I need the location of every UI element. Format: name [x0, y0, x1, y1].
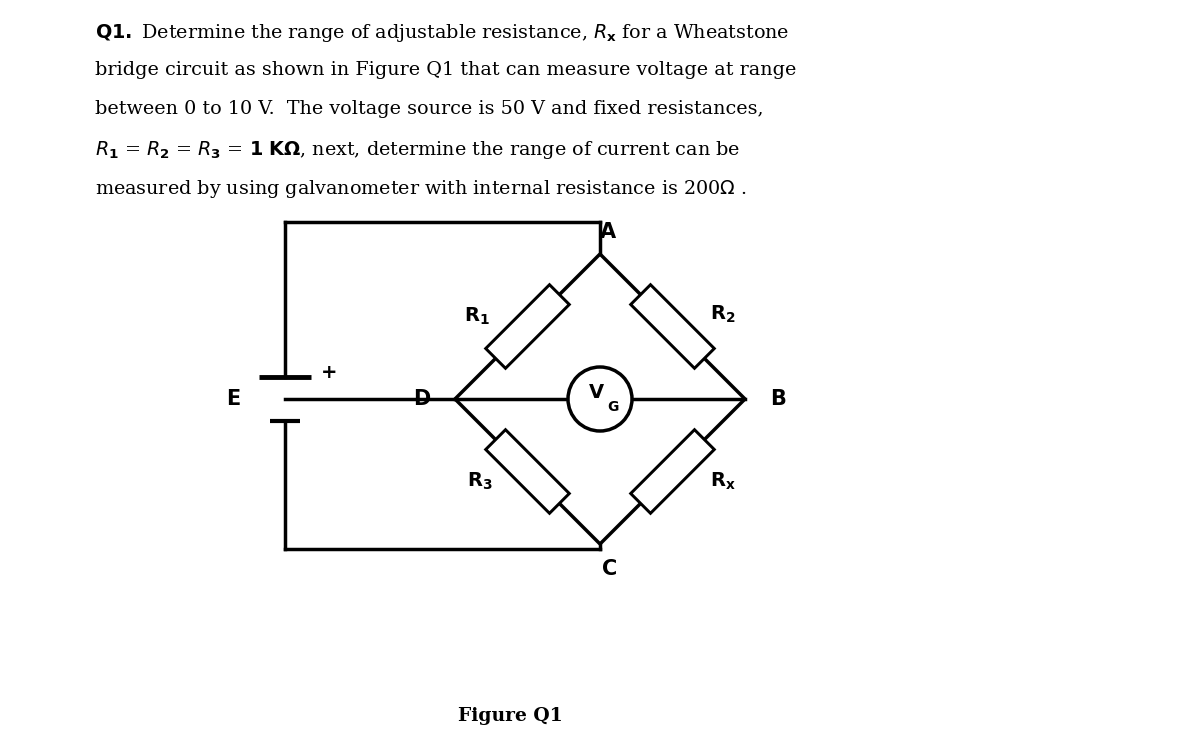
Text: +: + — [320, 363, 337, 382]
Text: $\mathbf{Q1.}$ Determine the range of adjustable resistance, $\mathbf{\mathit{R}: $\mathbf{Q1.}$ Determine the range of ad… — [95, 22, 790, 44]
Circle shape — [568, 367, 632, 431]
Text: $\mathbf{R}$$_\mathbf{2}$: $\mathbf{R}$$_\mathbf{2}$ — [710, 304, 736, 325]
Text: C: C — [602, 559, 618, 579]
Text: $\mathbf{R}$$_\mathbf{x}$: $\mathbf{R}$$_\mathbf{x}$ — [710, 470, 737, 492]
Text: $\mathbf{R}$$_\mathbf{1}$: $\mathbf{R}$$_\mathbf{1}$ — [463, 306, 490, 327]
Text: D: D — [413, 389, 430, 409]
Text: $\mathbf{V}$: $\mathbf{V}$ — [588, 384, 606, 403]
Text: $\mathbf{R}$$_\mathbf{3}$: $\mathbf{R}$$_\mathbf{3}$ — [467, 470, 492, 492]
Text: E: E — [226, 389, 240, 409]
Polygon shape — [631, 430, 714, 513]
Text: $\mathbf{G}$: $\mathbf{G}$ — [607, 400, 619, 414]
Text: $\mathbf{\mathit{R}_1}$ = $\mathbf{\mathit{R}_2}$ = $\mathbf{\mathit{R}_3}$ = $\: $\mathbf{\mathit{R}_1}$ = $\mathbf{\math… — [95, 139, 740, 161]
Polygon shape — [486, 285, 569, 368]
Text: A: A — [600, 222, 616, 242]
Polygon shape — [486, 430, 569, 513]
Text: measured by using galvanometer with internal resistance is 200$\Omega$ .: measured by using galvanometer with inte… — [95, 178, 746, 200]
Text: bridge circuit as shown in Figure Q1 that can measure voltage at range: bridge circuit as shown in Figure Q1 tha… — [95, 61, 797, 79]
Text: Figure Q1: Figure Q1 — [457, 707, 563, 725]
Text: B: B — [770, 389, 786, 409]
Polygon shape — [631, 285, 714, 368]
Text: between 0 to 10 V.  The voltage source is 50 V and fixed resistances,: between 0 to 10 V. The voltage source is… — [95, 100, 763, 118]
